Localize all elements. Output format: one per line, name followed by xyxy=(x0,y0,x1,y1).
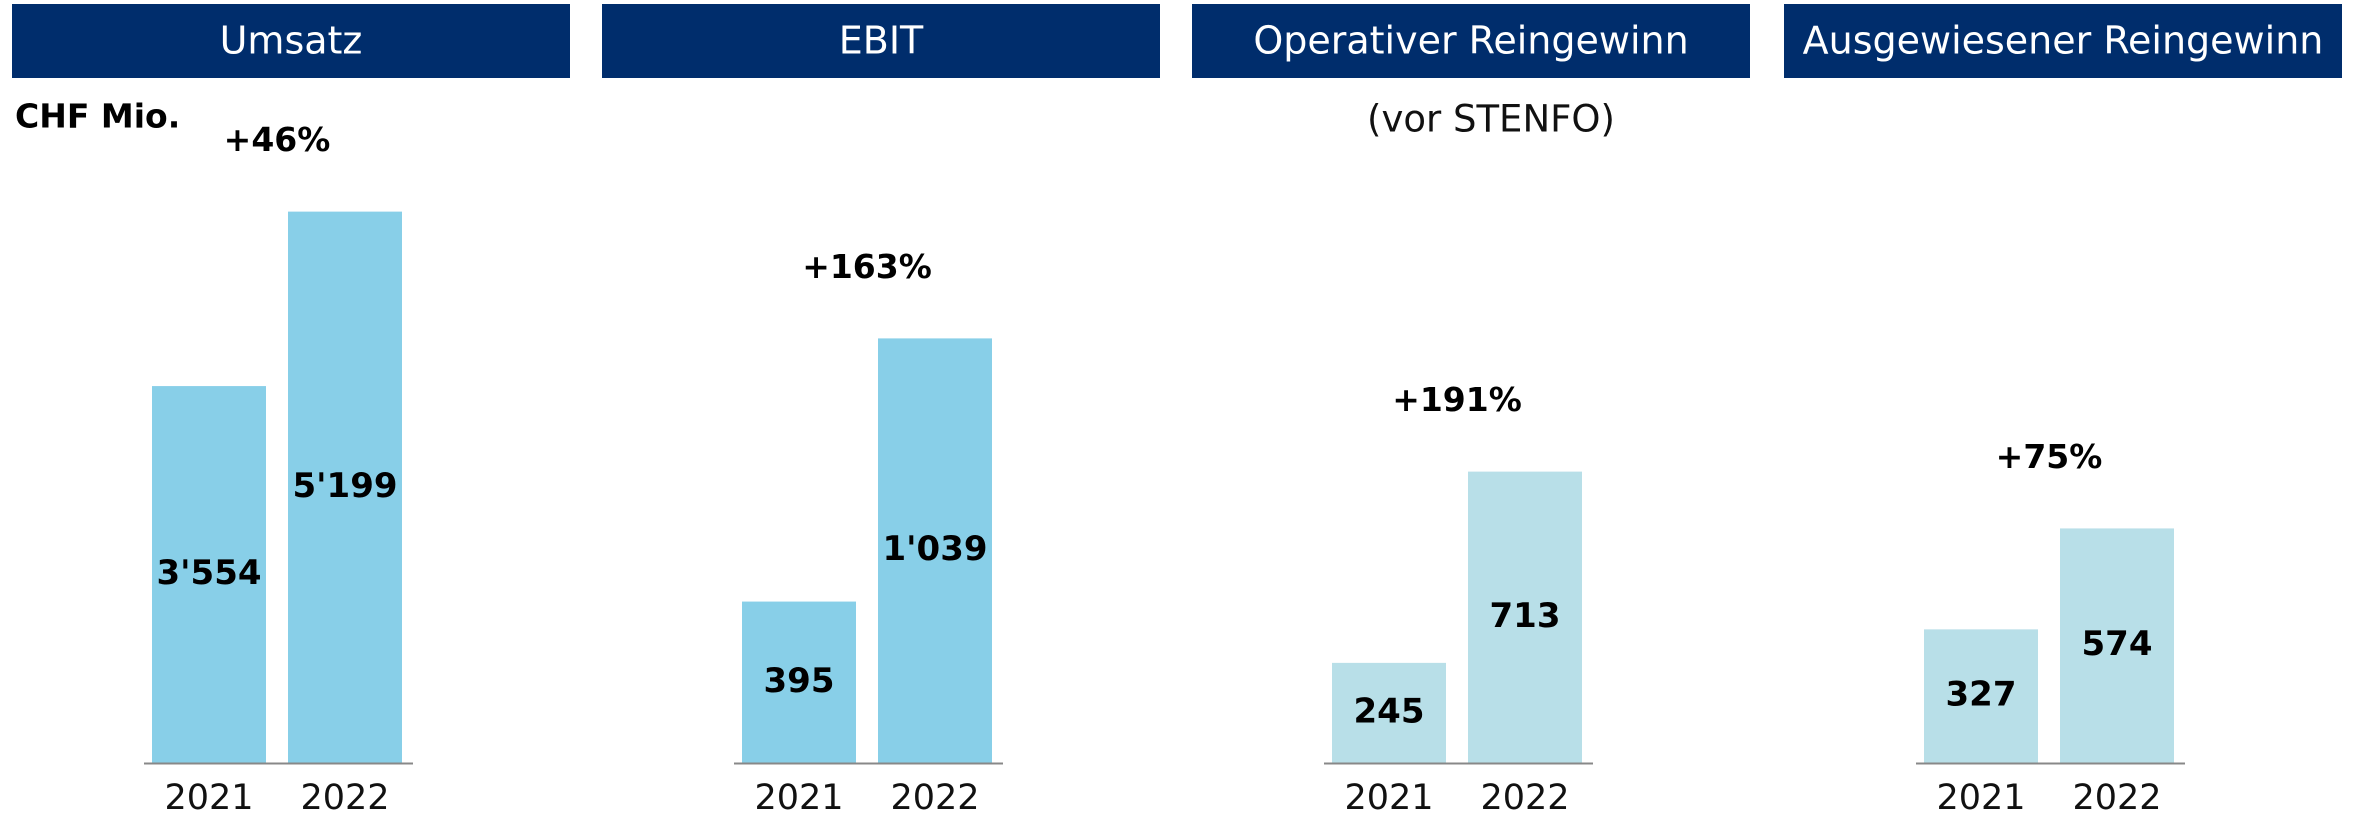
x-tick-label: 2021 xyxy=(1936,778,2025,818)
unit-label: CHF Mio. xyxy=(15,97,180,136)
bar xyxy=(2060,528,2174,763)
x-tick-label: 2022 xyxy=(890,778,979,818)
panel-header xyxy=(1784,4,2342,78)
bar xyxy=(1468,471,1582,763)
value-label: 713 xyxy=(1490,596,1561,636)
bar xyxy=(288,211,402,763)
x-tick-label: 2021 xyxy=(1344,778,1433,818)
value-label: 395 xyxy=(764,661,835,701)
x-tick-label: 2022 xyxy=(1480,778,1569,818)
panel-title: EBIT xyxy=(839,19,924,63)
bar xyxy=(1332,662,1446,763)
x-tick-label: 2022 xyxy=(2072,778,2161,818)
x-tick-label: 2021 xyxy=(164,778,253,818)
value-label: 327 xyxy=(1946,675,2017,715)
value-label: 5'199 xyxy=(292,466,397,506)
bar xyxy=(878,338,992,763)
growth-annotation: +191% xyxy=(1392,380,1522,419)
value-label: 574 xyxy=(2082,624,2153,664)
growth-annotation: +163% xyxy=(802,247,932,286)
panel-header xyxy=(12,4,570,78)
value-label: 245 xyxy=(1354,691,1425,731)
bar xyxy=(1924,629,2038,763)
value-label: 3'554 xyxy=(156,553,261,593)
bar xyxy=(152,386,266,763)
x-tick-label: 2022 xyxy=(300,778,389,818)
x-tick-label: 2021 xyxy=(754,778,843,818)
subtitle: (vor STENFO) xyxy=(1367,98,1615,141)
panel-title: Umsatz xyxy=(220,19,363,63)
growth-annotation: +75% xyxy=(1996,437,2103,476)
panel-header xyxy=(1192,4,1750,78)
bar xyxy=(742,601,856,763)
growth-annotation: +46% xyxy=(224,120,331,159)
value-label: 1'039 xyxy=(882,529,987,569)
panel-header xyxy=(602,4,1160,78)
panel-title: Ausgewiesener Reingewinn xyxy=(1803,19,2324,63)
panel-title: Operativer Reingewinn xyxy=(1253,19,1688,63)
